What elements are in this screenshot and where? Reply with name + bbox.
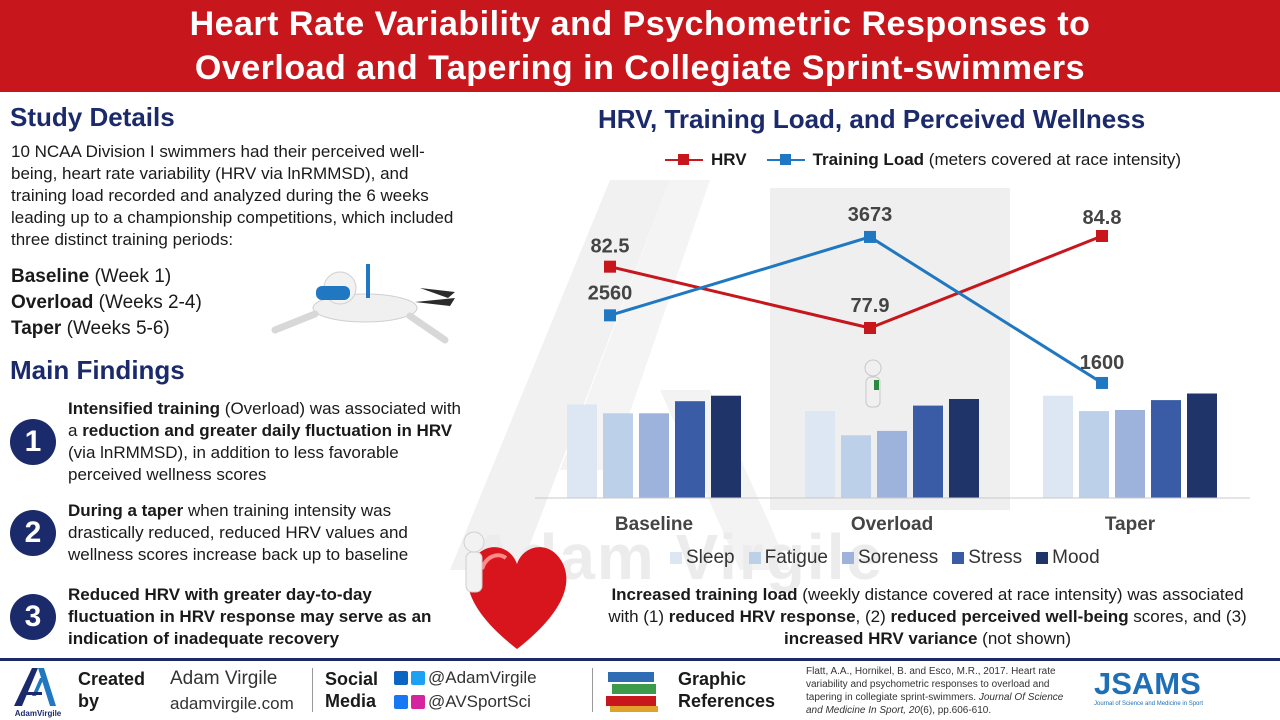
finding-number: 2 — [10, 510, 56, 556]
study-details-heading: Study Details — [10, 102, 175, 132]
chart-title: HRV, Training Load, and Perceived Wellne… — [598, 104, 1146, 134]
bar-mood-taper — [1187, 393, 1217, 498]
legend-load-swatch — [766, 153, 805, 167]
bar-soreness-taper — [1115, 410, 1145, 498]
finding-2: 2 During a taper when training intensity… — [10, 500, 460, 566]
bar-stress-overload — [913, 405, 943, 498]
title-line-2: Overload and Tapering in Collegiate Spri… — [194, 49, 1086, 87]
legend-swatch — [952, 552, 965, 564]
instagram-icon — [411, 695, 425, 709]
jsams-logo: JSAMS Journal of Science and Medicine in… — [1094, 668, 1214, 708]
footer-separator — [312, 668, 313, 712]
bar-soreness-overload — [877, 430, 907, 498]
finding-3: 3 Reduced HRV with greater day-to-day fl… — [10, 584, 440, 650]
x-label-taper: Taper — [1105, 514, 1156, 535]
heart-figure-icon — [463, 531, 567, 649]
av-logo-icon — [14, 668, 56, 706]
period-baseline: Baseline (Week 1) — [11, 266, 172, 287]
legend-swatch — [748, 552, 761, 564]
books-icon — [606, 672, 658, 712]
created-by-label: Created by — [78, 669, 146, 711]
legend-label: Mood — [1052, 547, 1100, 568]
data-label-training-load-0: 2560 — [588, 282, 633, 304]
legend-swatch — [1036, 552, 1049, 564]
footer-separator — [592, 668, 593, 712]
legend-label: Soreness — [857, 547, 939, 568]
marker-training-load-0 — [604, 309, 616, 322]
marker-training-load-1 — [864, 230, 876, 243]
footer-divider — [0, 658, 1280, 661]
jsams-wordmark: JSAMS — [1094, 666, 1201, 701]
twitter-icon — [411, 671, 425, 685]
main-findings-heading: Main Findings — [10, 355, 185, 385]
bar-soreness-baseline — [639, 413, 669, 498]
bar-fatigue-taper — [1079, 411, 1109, 498]
graphic-references-label: Graphic References — [678, 669, 776, 711]
x-label-baseline: Baseline — [615, 514, 693, 535]
finding-number: 1 — [10, 419, 56, 465]
x-label-overload: Overload — [851, 514, 933, 535]
legend-stress: Stress — [952, 547, 1022, 569]
social-media-label: Social Media — [325, 669, 379, 711]
legend-label: Sleep — [686, 547, 735, 568]
period-taper: Taper (Weeks 5-6) — [11, 318, 170, 339]
legend-fatigue: Fatigue — [748, 547, 828, 569]
facebook-icon — [394, 695, 408, 709]
bar-sleep-overload — [805, 411, 835, 498]
marker-hrv-2 — [1096, 230, 1108, 242]
title-banner: Heart Rate Variability and Psychometric … — [0, 0, 1280, 92]
chart-legend-bars: Sleep Fatigue Soreness Stress Mood — [670, 547, 1100, 569]
legend-swatch — [670, 552, 682, 564]
finding-1: 1 Intensified training (Overload) was as… — [10, 398, 470, 486]
title-line-1: Heart Rate Variability and Psychometric … — [189, 5, 1091, 43]
figure-icon — [864, 359, 882, 408]
linkedin-icon — [394, 671, 408, 685]
logo-caption: AdamVirgile — [14, 709, 62, 718]
period-overload: Overload (Weeks 2-4) — [11, 292, 202, 313]
reference-citation: Flatt, A.A., Hornikel, B. and Esco, M.R.… — [806, 666, 1064, 716]
av-logo: AdamVirgile — [10, 664, 66, 718]
data-label-training-load-2: 1600 — [1080, 352, 1125, 374]
legend-load-label: Training Load — [812, 150, 925, 169]
swimmer-figure-icon — [271, 264, 455, 344]
social-handle-2[interactable]: @AVSportSci — [394, 692, 531, 712]
legend-hrv-swatch — [665, 153, 703, 167]
legend-load-note: (meters covered at race intensity) — [928, 150, 1182, 169]
finding-number: 3 — [10, 594, 56, 640]
creator-name: Adam Virgile — [170, 668, 278, 689]
marker-training-load-2 — [1096, 376, 1108, 389]
bar-stress-baseline — [675, 401, 705, 498]
legend-label: Fatigue — [764, 547, 828, 568]
jsams-subtitle: Journal of Science and Medicine in Sport — [1094, 701, 1204, 707]
data-label-training-load-1: 3673 — [848, 204, 893, 226]
marker-hrv-1 — [864, 322, 876, 334]
data-label-hrv-1: 77.9 — [851, 295, 890, 317]
training-periods: Baseline (Week 1) Overload (Weeks 2-4) T… — [11, 264, 202, 342]
legend-sleep: Sleep — [670, 547, 735, 569]
creator-site-link[interactable]: adamvirgile.com — [170, 694, 294, 713]
bar-fatigue-overload — [841, 435, 871, 498]
bar-sleep-taper — [1043, 395, 1073, 498]
data-label-hrv-2: 84.8 — [1083, 207, 1122, 229]
finding-text: During a taper when training intensity w… — [68, 501, 409, 564]
legend-mood: Mood — [1036, 547, 1100, 569]
legend-hrv-label: HRV — [711, 150, 747, 169]
study-description: 10 NCAA Division I swimmers had their pe… — [11, 142, 454, 249]
social-handle-1[interactable]: @AdamVirgile — [394, 668, 537, 688]
bar-fatigue-baseline — [603, 413, 633, 498]
finding-text: Intensified training (Overload) was asso… — [68, 399, 461, 484]
bar-mood-baseline — [711, 395, 741, 498]
legend-soreness: Soreness — [841, 547, 939, 569]
legend-label: Stress — [968, 547, 1023, 568]
finding-text: Reduced HRV with greater day-to-day fluc… — [68, 585, 432, 648]
chart-area: 82.5 77.9 84.8 2560 3673 1600 Baseline Overloa… — [535, 188, 1250, 535]
chart-legend-lines: HRV Training Load (meters covered at rac… — [665, 150, 1181, 170]
data-label-hrv-0: 82.5 — [591, 236, 630, 258]
marker-hrv-0 — [604, 260, 616, 273]
chart-caption: Increased training load (weekly distance… — [608, 585, 1247, 648]
bar-sleep-baseline — [567, 404, 597, 498]
legend-swatch — [841, 552, 854, 564]
bar-stress-taper — [1151, 400, 1181, 498]
bar-mood-overload — [949, 399, 979, 498]
